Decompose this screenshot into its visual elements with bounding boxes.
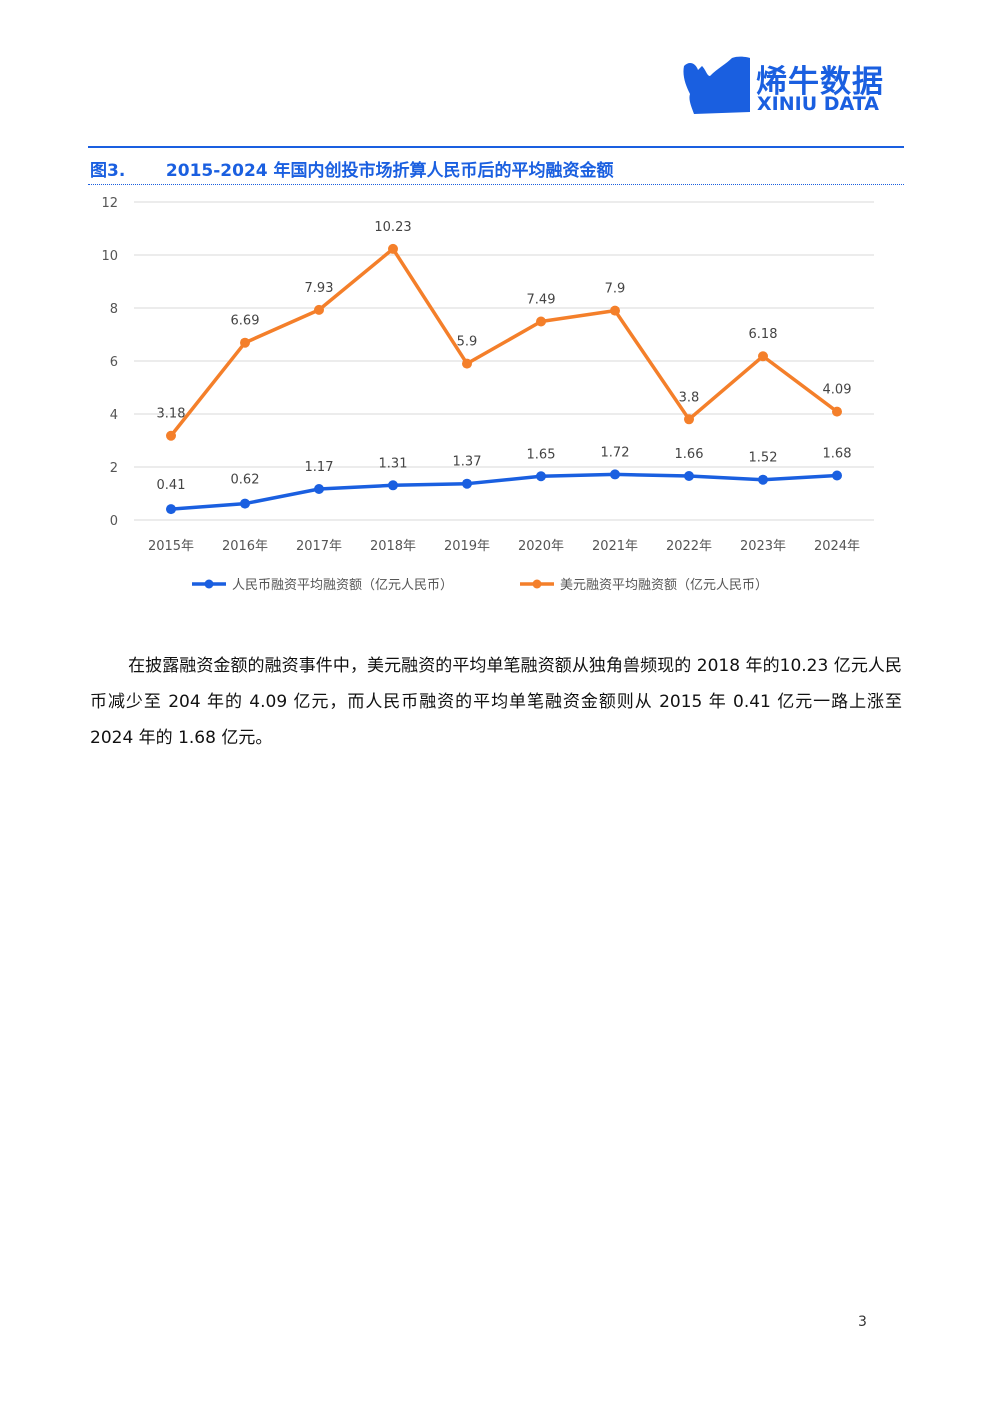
legend-swatch-marker xyxy=(204,579,214,589)
page-number: 3 xyxy=(858,1314,867,1330)
data-point xyxy=(832,470,842,481)
data-label: 1.65 xyxy=(527,447,556,462)
x-tick-label: 2016年 xyxy=(222,539,268,554)
data-point xyxy=(758,474,768,485)
x-tick-label: 2017年 xyxy=(296,539,342,554)
data-label: 10.23 xyxy=(374,220,411,235)
data-label: 1.17 xyxy=(305,460,334,475)
data-point xyxy=(684,414,694,425)
legend-label: 美元融资平均融资额（亿元人民币） xyxy=(560,578,768,593)
data-label: 1.66 xyxy=(675,447,704,462)
data-point xyxy=(166,504,176,515)
x-tick-label: 2023年 xyxy=(740,539,786,554)
data-point xyxy=(240,337,250,348)
data-label: 1.72 xyxy=(601,445,630,460)
data-point xyxy=(684,471,694,482)
data-label: 1.68 xyxy=(823,446,852,461)
x-tick-label: 2024年 xyxy=(814,539,860,554)
x-tick-label: 2015年 xyxy=(148,539,194,554)
x-tick-label: 2022年 xyxy=(666,539,712,554)
legend-swatch-marker xyxy=(532,579,542,589)
y-tick-label: 10 xyxy=(101,249,118,264)
brand-logo: 烯牛数据 XINIU DATA xyxy=(680,56,895,116)
data-point xyxy=(314,304,324,315)
series-line xyxy=(170,472,838,511)
data-label: 6.69 xyxy=(231,314,260,329)
paragraph-text: 在披露融资金额的融资事件中，美元融资的平均单笔融资额从独角兽频现的 2018 年… xyxy=(90,656,902,748)
data-label: 1.52 xyxy=(749,451,778,466)
figure-title-text: 2015-2024 年国内创投市场折算人民币后的平均融资金额 xyxy=(165,161,614,181)
y-tick-label: 6 xyxy=(110,355,118,370)
y-tick-label: 2 xyxy=(110,461,118,476)
data-point xyxy=(388,243,398,254)
figure-label: 图3. xyxy=(90,161,126,181)
data-label: 7.49 xyxy=(527,293,556,308)
x-tick-label: 2018年 xyxy=(370,539,416,554)
data-label: 0.41 xyxy=(157,478,186,493)
legend-label: 人民币融资平均融资额（亿元人民币） xyxy=(232,578,453,593)
header-rule xyxy=(88,146,904,148)
data-point xyxy=(462,478,472,489)
data-label: 4.09 xyxy=(823,383,852,398)
y-tick-label: 12 xyxy=(101,196,118,211)
data-label: 3.8 xyxy=(679,390,700,405)
data-point xyxy=(536,471,546,482)
data-label: 6.18 xyxy=(749,327,778,342)
data-label: 0.62 xyxy=(231,473,260,488)
rhino-icon xyxy=(683,56,750,114)
data-label: 7.9 xyxy=(605,282,626,297)
x-tick-label: 2021年 xyxy=(592,539,638,554)
data-label: 1.37 xyxy=(453,455,482,470)
y-tick-label: 8 xyxy=(110,302,118,317)
x-tick-label: 2020年 xyxy=(518,539,564,554)
data-label: 5.9 xyxy=(457,335,478,350)
data-point xyxy=(758,351,768,362)
body-paragraph: 在披露融资金额的融资事件中，美元融资的平均单笔融资额从独角兽频现的 2018 年… xyxy=(90,648,902,756)
y-tick-label: 4 xyxy=(110,408,118,423)
brand-name-en: XINIU DATA xyxy=(757,93,879,115)
title-divider xyxy=(88,184,904,185)
x-tick-label: 2019年 xyxy=(444,539,490,554)
data-point xyxy=(610,469,620,480)
data-point xyxy=(240,498,250,509)
data-point xyxy=(610,305,620,316)
data-label: 7.93 xyxy=(305,281,334,296)
data-point xyxy=(462,358,472,369)
data-label: 1.31 xyxy=(379,456,408,471)
series-line xyxy=(169,247,839,437)
brand-name-cn: 烯牛数据 xyxy=(756,64,884,100)
y-tick-label: 0 xyxy=(110,514,118,529)
data-point xyxy=(166,430,176,441)
line-chart: 0 2 4 6 8 10 12 2015年 2016年 2017年 2018年 2019年 2020年 2… xyxy=(101,196,874,593)
data-label: 3.18 xyxy=(157,407,186,422)
figure-title: 图3. 2015-2024 年国内创投市场折算人民币后的平均融资金额 xyxy=(90,156,614,181)
data-point xyxy=(536,316,546,327)
data-point xyxy=(388,480,398,491)
data-point xyxy=(314,483,324,494)
data-point xyxy=(832,406,842,417)
